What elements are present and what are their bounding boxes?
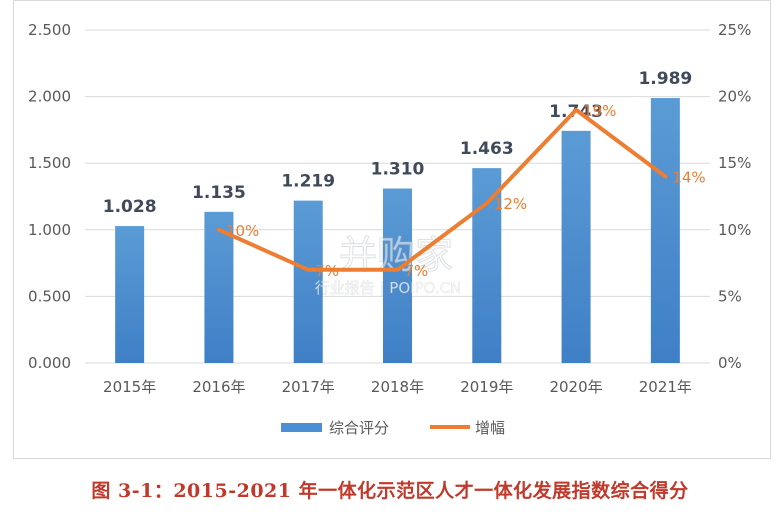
left-axis-tick-label: 1.500 [28,154,71,172]
line-data-label: 12% [494,195,527,213]
left-axis-tick-label: 1.000 [28,221,71,239]
bar [383,188,412,363]
bar [650,98,680,364]
x-axis-tick-label: 2019年 [460,378,513,396]
left-axis-tick-label: 2.500 [28,21,71,39]
legend-swatch-bar [281,423,322,432]
legend-label-line: 增幅 [475,419,505,437]
right-axis-tick-label: 25% [718,21,751,39]
bar [293,200,323,363]
bar-data-label: 1.989 [638,69,692,89]
line-data-label: 10% [226,222,259,240]
line-data-label: 7% [405,262,429,280]
x-axis-tick-label: 2016年 [192,378,245,396]
line-data-label: 7% [315,262,339,280]
bar-data-label: 1.219 [281,172,335,192]
x-axis-tick-label: 2015年 [103,378,156,396]
line-data-label: 19% [583,102,616,120]
legend-label-bar: 综合评分 [329,419,389,437]
left-axis-tick-label: 2.000 [28,88,71,106]
bar-data-label: 1.135 [192,183,246,203]
right-axis-tick-label: 20% [718,88,751,106]
chart-svg: 0.000 0.500 1.000 1.500 2.000 2.500 0% 5% 10% 15%… [28,21,751,437]
bar [115,226,145,363]
bar-data-label: 1.028 [103,197,157,217]
line-series-path [216,107,668,272]
chart-caption: 图 3-1：2015-2021 年一体化示范区人才一体化发展指数综合得分 [91,480,689,502]
left-axis-tick-label: 0.500 [28,287,71,305]
bar [204,211,234,363]
bar [561,130,591,363]
right-axis-tick-label: 0% [718,354,742,372]
x-axis-tick-label: 2021年 [639,378,692,396]
line-data-label: 14% [672,169,705,187]
bar-data-label: 1.463 [460,139,514,159]
bar-data-label: 1.310 [371,160,425,180]
right-axis-tick-label: 15% [718,154,751,172]
watermark-sub: 行业报告 | POIPO.CN [315,279,462,297]
left-axis-tick-label: 0.000 [28,354,71,372]
x-axis-tick-label: 2018年 [371,378,424,396]
x-axis-tick-label: 2017年 [282,378,335,396]
right-axis-tick-label: 10% [718,221,751,239]
x-axis-tick-label: 2020年 [549,378,602,396]
right-axis-tick-label: 5% [718,287,742,305]
